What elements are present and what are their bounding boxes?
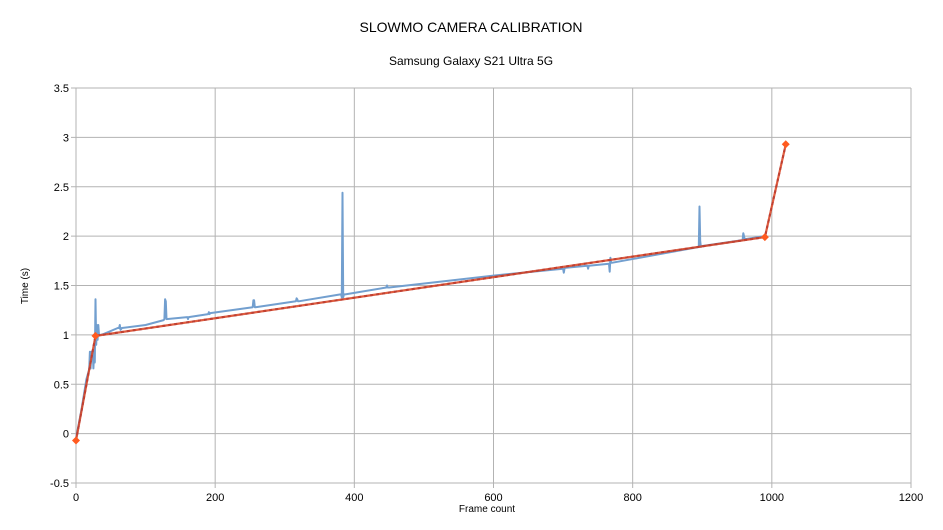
y-tick-label: 0.5 — [54, 379, 69, 391]
calibration-point — [781, 140, 790, 149]
measured-series-line — [75, 191, 766, 439]
x-tick-label: 1200 — [899, 492, 923, 504]
y-tick-label: -0.5 — [50, 478, 69, 490]
calibration-point — [760, 233, 769, 242]
x-tick-label: 200 — [206, 492, 224, 504]
y-axis-title: Time (s) — [20, 268, 31, 304]
y-tick-label: 3.5 — [54, 83, 69, 95]
chart-subtitle: Samsung Galaxy S21 Ultra 5G — [389, 54, 553, 68]
y-tick-label: 0 — [63, 429, 69, 441]
x-axis-title: Frame count — [459, 504, 515, 515]
x-tick-label: 800 — [623, 492, 641, 504]
calibration-point — [72, 436, 80, 445]
x-tick-label: 1000 — [760, 492, 784, 504]
plot-area — [72, 140, 790, 445]
calibration-point — [91, 331, 100, 340]
fit-series-line — [75, 144, 787, 441]
x-tick-label: 0 — [73, 492, 79, 504]
chart-title: SLOWMO CAMERA CALIBRATION — [360, 19, 583, 35]
y-tick-label: 3 — [63, 132, 69, 144]
y-tick-label: 1.5 — [54, 281, 69, 293]
grid — [71, 87, 912, 488]
y-tick-label: 2 — [63, 231, 69, 243]
y-tick-label: 2.5 — [54, 182, 69, 194]
tick-labels: -0.5 0 0.5 1 1.5 2 2.5 3 3.5 0 200 400 600 800 1000 120… — [50, 83, 923, 504]
calibration-series-line — [74, 144, 787, 441]
x-tick-label: 600 — [484, 492, 502, 504]
x-tick-label: 400 — [345, 492, 363, 504]
y-tick-label: 1 — [63, 330, 69, 342]
